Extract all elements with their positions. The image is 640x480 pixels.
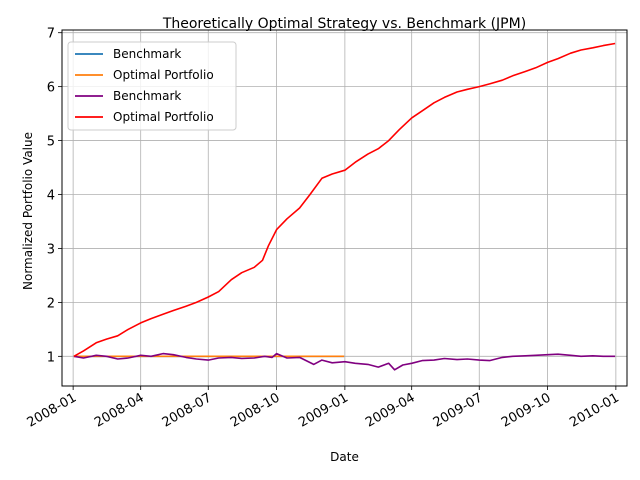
y-axis-label: Normalized Portfolio Value — [21, 132, 35, 290]
y-tick-label: 2 — [47, 296, 55, 311]
x-tick-label: 2009-01 — [296, 390, 351, 430]
legend-label: Benchmark — [113, 89, 181, 103]
chart-title: Theoretically Optimal Strategy vs. Bench… — [162, 16, 526, 32]
x-tick-label: 2008-10 — [228, 390, 283, 430]
y-tick-label: 1 — [47, 350, 55, 365]
x-tick-label: 2009-07 — [431, 390, 486, 430]
x-tick-label: 2009-04 — [363, 390, 418, 430]
y-axis: 1 2 3 4 5 6 7 — [47, 27, 62, 365]
legend-label: Benchmark — [113, 47, 181, 61]
x-axis-label: Date — [330, 450, 359, 464]
legend-box — [67, 41, 237, 131]
x-tick-label: 2009-10 — [499, 390, 554, 430]
series-line-3 — [73, 42, 616, 357]
x-tick-label: 2008-04 — [92, 390, 147, 430]
y-tick-label: 4 — [47, 189, 55, 204]
legend-label: Optimal Portfolio — [113, 68, 214, 82]
x-tick-label: 2008-07 — [160, 390, 215, 430]
series-layer — [73, 42, 616, 371]
x-axis: 2008-01 2008-04 2008-07 2008-10 2009-01 2009-… — [25, 386, 622, 431]
series-line-2 — [73, 352, 616, 371]
x-tick-label: 2010-01 — [567, 390, 622, 430]
y-tick-label: 7 — [47, 27, 55, 42]
y-tick-label: 5 — [47, 135, 55, 150]
x-tick-label: 2008-01 — [25, 390, 80, 430]
y-tick-label: 6 — [47, 81, 55, 96]
y-tick-label: 3 — [47, 242, 55, 257]
legend-label: Optimal Portfolio — [113, 110, 214, 124]
legend: Benchmark Optimal Portfolio Benchmark Optim… — [67, 41, 237, 131]
